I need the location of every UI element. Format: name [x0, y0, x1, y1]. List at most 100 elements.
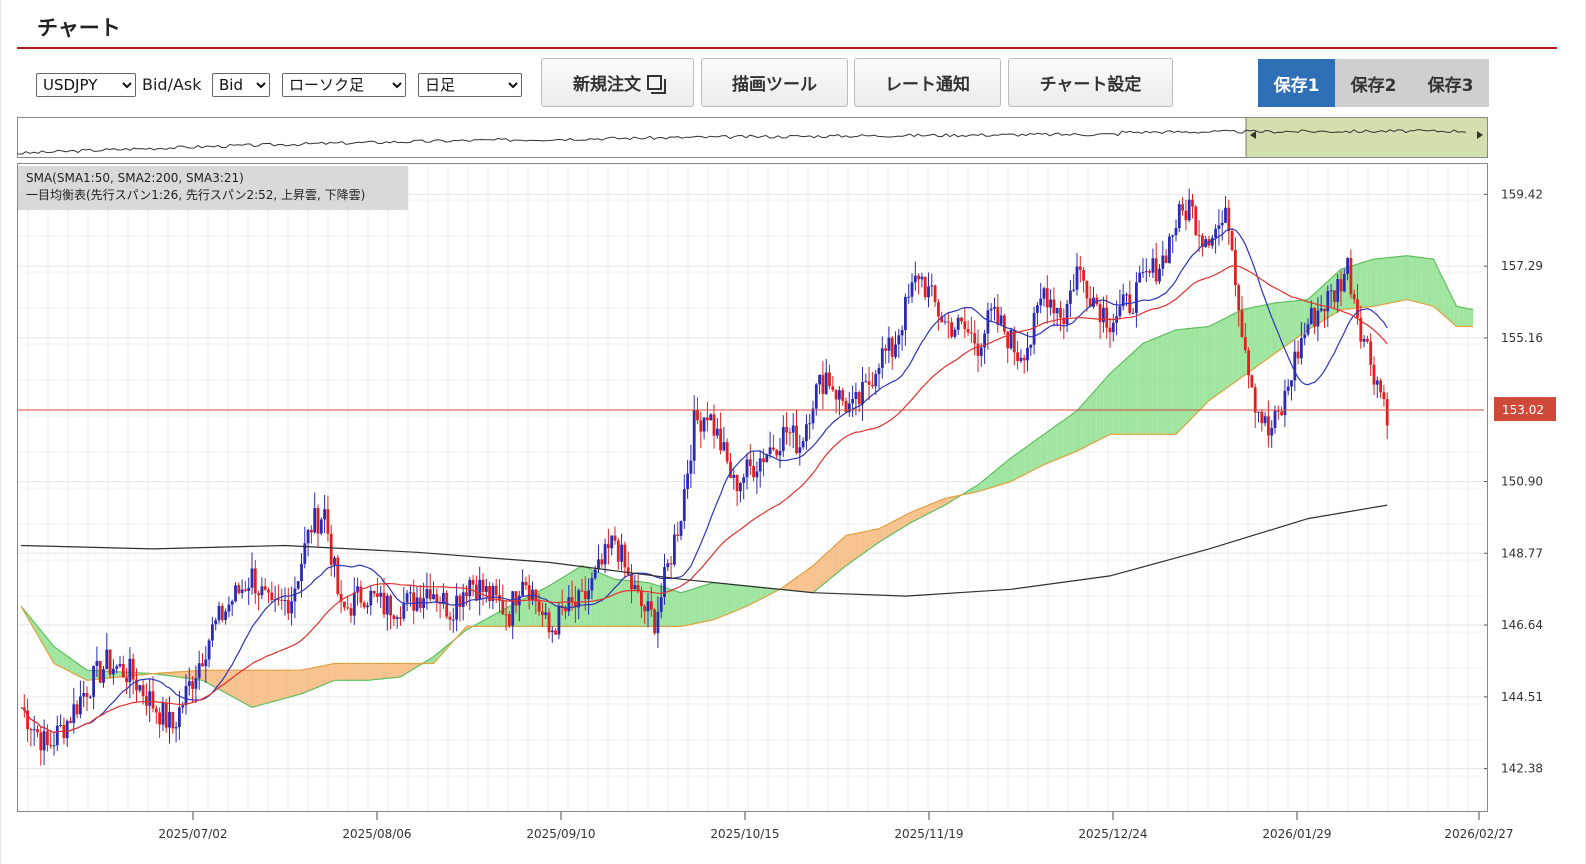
rate-alert-button[interactable]: レート通知 [854, 58, 1001, 107]
candle-body [715, 428, 719, 436]
bidask-select[interactable]: Bid [212, 73, 270, 97]
candle-body [1247, 350, 1250, 376]
cloud-segment [925, 505, 929, 516]
cloud-segment [529, 594, 533, 627]
chart-settings-button[interactable]: チャート設定 [1008, 58, 1173, 107]
candle-body [801, 441, 805, 448]
cloud-segment [1321, 284, 1325, 322]
cloud-segment [1469, 308, 1473, 327]
symbol-select[interactable]: USDJPY [36, 73, 136, 97]
cloud-segment [1027, 443, 1031, 474]
cloud-segment [393, 663, 398, 678]
candle-body [742, 477, 746, 483]
candle-body [26, 710, 29, 730]
current-price-tag [1494, 397, 1556, 422]
candle-body [847, 403, 851, 413]
drawing-tools-button[interactable]: 描画ツール [701, 58, 848, 107]
candle-body [1082, 269, 1085, 281]
cloud-segment [750, 586, 754, 605]
candle-body [722, 442, 726, 451]
cloud-segment [816, 559, 820, 591]
candle-body [884, 348, 887, 351]
save-slot-1[interactable]: 保存1 [1258, 59, 1335, 107]
timeframe-select[interactable]: 日足 [418, 73, 522, 97]
new-order-label: 新規注文 [573, 75, 641, 95]
y-tick-label: 155.16 [1501, 331, 1543, 345]
candle-body [343, 601, 346, 608]
candle-body [65, 720, 69, 739]
candle-body [1194, 206, 1198, 236]
cloud-segment [1040, 434, 1044, 467]
cloud-segment [1119, 361, 1124, 435]
candle-body [623, 544, 627, 568]
cloud-segment [1370, 259, 1374, 307]
cloud-segment [232, 670, 236, 699]
cloud-segment [1037, 436, 1041, 469]
save-slot-3[interactable]: 保存3 [1412, 59, 1489, 107]
cloud-segment [608, 576, 612, 627]
cloud-segment [1096, 384, 1101, 442]
candle-body [435, 594, 439, 603]
candle-body [260, 586, 264, 596]
cloud-segment [318, 666, 322, 688]
save-slot-2[interactable]: 保存2 [1335, 59, 1412, 107]
candle-body [204, 659, 208, 667]
cloud-segment [855, 532, 860, 559]
candle-body [894, 344, 897, 357]
candle-body [762, 458, 765, 463]
chart-toolbar: USDJPY Bid/Ask Bid ローソク足 日足 新規注文 描画ツール レ… [1, 56, 1586, 112]
candle-body [112, 668, 115, 675]
candle-body [653, 609, 656, 634]
cloud-segment [793, 577, 797, 592]
candle-body [607, 544, 610, 549]
candle-body [851, 399, 854, 404]
candle-body [250, 568, 254, 588]
candle-body [296, 581, 300, 589]
price-chart[interactable] [17, 163, 1490, 812]
candle-body [283, 600, 287, 602]
candle-body [699, 420, 703, 432]
cloud-segment [895, 518, 899, 533]
candle-body [841, 390, 845, 401]
cloud-segment [440, 648, 444, 657]
cloud-segment [1093, 388, 1097, 443]
range-navigator[interactable] [17, 117, 1488, 158]
cloud-segment [921, 506, 926, 517]
cloud-segment [1159, 335, 1163, 435]
cloud-segment [1436, 265, 1440, 313]
cloud-segment [1440, 272, 1444, 315]
cloud-segment [832, 544, 837, 577]
candle-body [1144, 271, 1148, 273]
cloud-segment [1080, 403, 1084, 450]
candle-body [706, 417, 709, 421]
cloud-segment [737, 584, 741, 611]
candle-body [263, 586, 267, 590]
new-order-button[interactable]: 新規注文 [541, 58, 694, 107]
cloud-segment [1017, 450, 1021, 479]
candle-body [1078, 266, 1082, 270]
candle-body [1141, 272, 1145, 274]
candle-body [72, 704, 76, 724]
candle-body [649, 601, 653, 610]
cloud-segment [562, 575, 566, 627]
candle-body [1042, 288, 1046, 299]
cloud-segment [1265, 304, 1269, 361]
candle-body [808, 423, 812, 425]
candle-body [986, 310, 990, 334]
candle-body [293, 588, 297, 602]
candle-body [993, 306, 996, 309]
cloud-segment [397, 663, 401, 678]
candle-body [663, 567, 666, 598]
cloud-segment [182, 671, 186, 679]
cloud-segment [222, 670, 226, 693]
candle-body [600, 559, 604, 565]
candle-body [267, 589, 270, 593]
cloud-segment [275, 670, 279, 701]
cloud-segment [294, 670, 299, 696]
cloud-segment [169, 672, 173, 677]
chart-type-select[interactable]: ローソク足 [282, 73, 406, 97]
legend-ichimoku: 一目均衡表(先行スパン1:26, 先行スパン2:52, 上昇雲, 下降雲) [26, 188, 366, 202]
cloud-segment [367, 663, 371, 681]
candle-body [633, 585, 637, 590]
cloud-segment [1459, 306, 1464, 327]
